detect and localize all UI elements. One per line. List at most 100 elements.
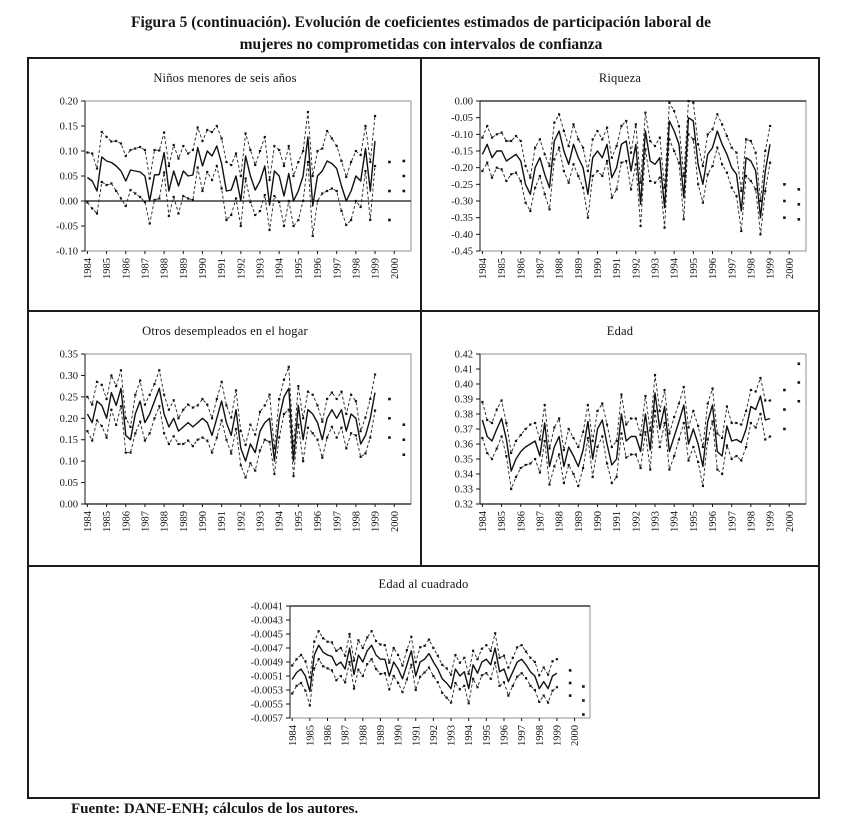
- ci-marker: [225, 438, 228, 441]
- ci-marker: [615, 475, 618, 479]
- panel-cell-ninos: Niños menores de seis años 0.20 0.15 0.10 0…: [29, 59, 422, 310]
- ci-marker: [639, 466, 642, 470]
- x-tick-label: 1987: [340, 725, 351, 746]
- ci-marker: [210, 451, 214, 454]
- ci-marker: [697, 424, 700, 428]
- x-tick-label: 1984: [478, 510, 489, 532]
- ci-marker: [153, 382, 156, 386]
- ci-marker: [471, 677, 474, 680]
- y-tick-label: -0.05: [451, 113, 473, 124]
- ci-marker: [196, 404, 199, 407]
- ci-marker: [673, 454, 676, 458]
- x-tick-label: 1999: [552, 725, 563, 746]
- ci-marker: [649, 179, 652, 183]
- x-tick-label: 2000: [785, 511, 796, 532]
- isolated-point-marker: [797, 399, 801, 403]
- ci-marker: [230, 163, 233, 167]
- ci-marker: [524, 677, 527, 680]
- ci-marker: [572, 123, 575, 126]
- isolated-point-marker: [402, 453, 406, 457]
- ci-marker: [134, 432, 137, 435]
- ci-marker: [754, 390, 757, 393]
- ci-marker: [163, 171, 166, 174]
- ci-marker: [325, 640, 329, 643]
- ci-marker: [163, 131, 166, 134]
- ci-marker: [143, 148, 147, 152]
- ci-marker: [649, 429, 652, 432]
- ci-marker: [735, 454, 738, 458]
- x-tick-label: 1994: [275, 510, 286, 532]
- ci-marker: [287, 199, 290, 203]
- x-tick-label: 1996: [499, 725, 510, 746]
- ci-marker: [330, 137, 333, 140]
- ci-marker: [558, 113, 561, 116]
- x-tick-label: 1988: [160, 258, 171, 279]
- ci-marker: [239, 430, 242, 433]
- ci-marker: [543, 439, 546, 443]
- ci-marker: [596, 129, 599, 133]
- ci-marker: [378, 672, 382, 675]
- chart-title: Edad al cuadrado: [378, 577, 469, 591]
- ci-marker: [263, 404, 266, 407]
- ci-marker: [244, 177, 247, 180]
- ci-marker: [312, 640, 315, 643]
- x-tick-label: 1990: [198, 511, 209, 532]
- x-tick-label: 1992: [631, 258, 642, 279]
- ci-marker: [514, 134, 518, 138]
- y-tick-label: 0.30: [60, 371, 78, 382]
- ci-marker: [749, 388, 752, 392]
- chart-title: Niños menores de seis años: [153, 71, 297, 85]
- ci-marker: [234, 389, 238, 392]
- x-tick-label: 2000: [785, 258, 796, 279]
- y-tick-label: 0.42: [455, 350, 473, 361]
- ci-marker: [562, 129, 565, 133]
- ci-marker: [711, 128, 714, 131]
- ci-marker: [343, 654, 346, 657]
- ci-marker: [497, 656, 501, 659]
- ci-marker: [515, 646, 518, 649]
- ci-marker: [163, 432, 166, 435]
- ci-marker: [682, 218, 685, 221]
- ci-marker: [682, 421, 685, 425]
- ci-marker: [124, 204, 127, 208]
- ci-marker: [764, 189, 767, 193]
- ci-marker: [129, 148, 132, 152]
- ci-marker: [725, 444, 728, 447]
- ci-marker: [302, 460, 305, 463]
- ci-marker: [330, 187, 333, 190]
- ci-marker: [414, 660, 417, 664]
- x-tick-label: 1990: [198, 258, 209, 279]
- isolated-point-marker: [568, 694, 571, 697]
- ci-marker: [334, 679, 337, 682]
- ci-marker: [143, 403, 147, 406]
- ci-marker: [706, 173, 709, 176]
- ci-marker: [347, 660, 351, 664]
- ci-marker: [730, 421, 733, 425]
- ci-marker: [354, 149, 357, 153]
- y-tick-label: -0.0041: [250, 602, 282, 613]
- isolated-point-marker: [402, 174, 406, 178]
- ci-marker: [481, 436, 484, 440]
- ci-marker: [139, 195, 142, 199]
- y-tick-label: 0.05: [60, 478, 78, 489]
- ci-marker: [768, 161, 772, 164]
- ci-marker: [500, 399, 503, 402]
- x-tick-label: 1993: [651, 258, 662, 279]
- ci-marker: [639, 224, 642, 228]
- ci-marker: [558, 417, 561, 420]
- ci-marker: [234, 427, 238, 431]
- ci-marker: [206, 170, 209, 174]
- x-tick-label: 1993: [651, 511, 662, 532]
- ci-marker: [365, 663, 368, 666]
- ci-marker: [505, 454, 508, 458]
- ci-marker: [542, 666, 545, 669]
- ci-marker: [95, 167, 99, 170]
- ci-marker: [405, 649, 408, 652]
- ci-marker: [340, 390, 343, 393]
- ci-marker: [467, 672, 470, 675]
- ci-marker: [340, 426, 343, 429]
- ci-marker: [215, 397, 218, 401]
- y-tick-label: 0.36: [455, 440, 473, 451]
- ci-marker: [653, 373, 657, 377]
- ci-marker: [354, 400, 357, 403]
